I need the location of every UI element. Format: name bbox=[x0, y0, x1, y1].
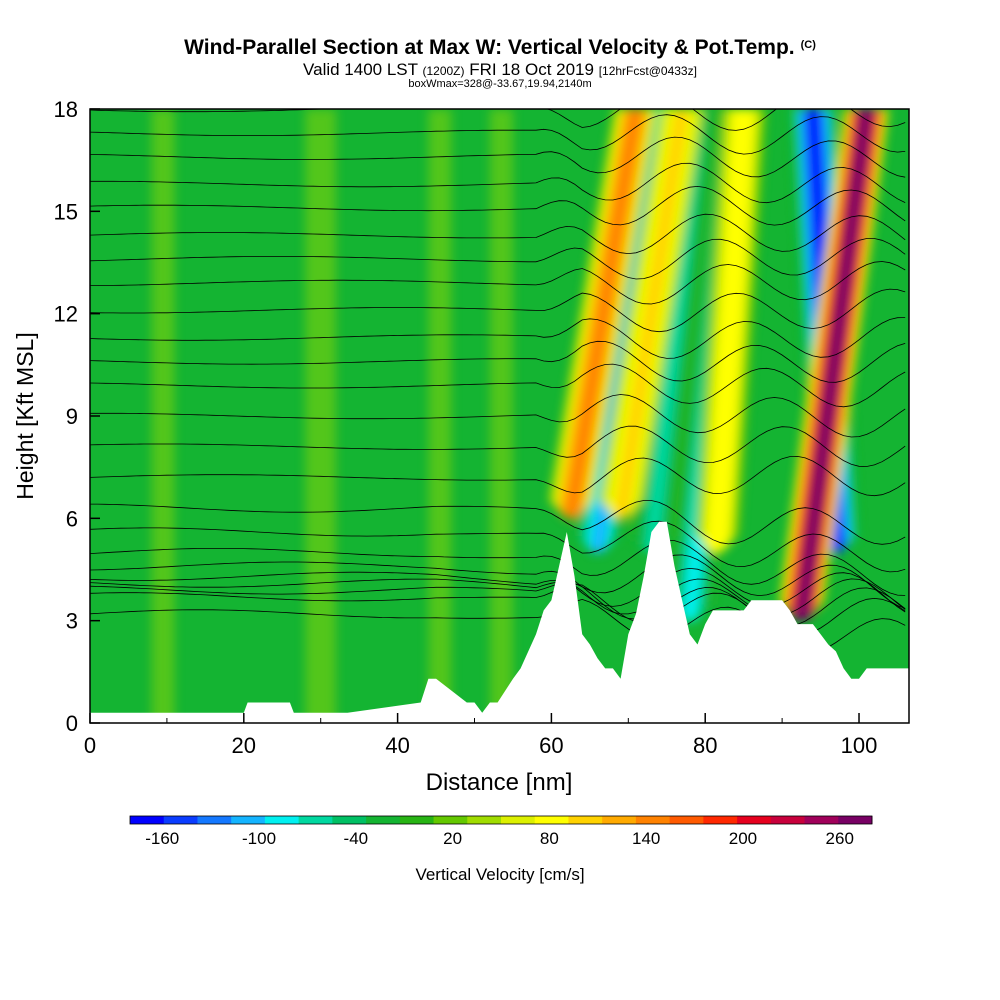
updraft-band bbox=[794, 109, 874, 621]
isentrope-line bbox=[90, 363, 906, 408]
colorbar-swatch bbox=[534, 816, 569, 824]
downdraft-band bbox=[644, 109, 705, 553]
isentrope-line bbox=[90, 455, 906, 497]
colorbar-swatch bbox=[703, 816, 738, 824]
isentrope-line bbox=[90, 317, 906, 359]
colorbar-swatch bbox=[130, 816, 165, 824]
x-axis-label: Distance [nm] bbox=[426, 769, 573, 796]
colorbar-swatch bbox=[433, 816, 468, 824]
isentrope-line bbox=[90, 500, 906, 545]
updraft-band bbox=[710, 109, 751, 553]
isentrope-line bbox=[90, 114, 906, 155]
colorbar-swatch bbox=[770, 816, 806, 824]
colorbar-tick-label: 140 bbox=[632, 829, 660, 848]
y-tick-label: 15 bbox=[54, 199, 78, 224]
x-tick-label: 80 bbox=[693, 733, 717, 758]
colorbar-swatch bbox=[737, 816, 772, 824]
updraft-band bbox=[564, 109, 643, 519]
isentrope-line bbox=[90, 136, 906, 178]
colorbar-tick-label: -160 bbox=[145, 829, 179, 848]
colorbar-swatch bbox=[568, 816, 603, 824]
y-tick-label: 0 bbox=[66, 711, 78, 736]
x-tick-label: 20 bbox=[232, 733, 256, 758]
weak-updraft-stripe bbox=[428, 109, 452, 723]
terrain-mask bbox=[90, 521, 909, 723]
y-tick-label: 9 bbox=[66, 404, 78, 429]
weak-updraft-stripe bbox=[151, 109, 175, 723]
chart-title: Wind-Parallel Section at Max W: Vertical… bbox=[184, 36, 816, 59]
chart-box-info: boxWmax=328@-33.67,19.94,2140m bbox=[408, 78, 592, 90]
y-tick-label: 18 bbox=[54, 97, 78, 122]
colorbar-tick-label: -100 bbox=[242, 829, 276, 848]
updraft-band bbox=[614, 109, 689, 519]
isentrope-line bbox=[90, 340, 906, 383]
colorbar-tick-label: 20 bbox=[443, 829, 462, 848]
terrain-profile bbox=[90, 521, 909, 723]
chart-subtitle: Valid 1400 LST (1200Z) FRI 18 Oct 2019 [… bbox=[303, 60, 697, 79]
isentrope-line bbox=[90, 539, 906, 596]
colorbar-tick-label: 80 bbox=[540, 829, 559, 848]
copyright-mark: (C) bbox=[800, 39, 816, 51]
isentrope-line bbox=[90, 109, 906, 131]
downdraft-band bbox=[591, 109, 658, 553]
y-tick-label: 3 bbox=[66, 609, 78, 634]
colorbar-swatch bbox=[669, 816, 704, 824]
isentrope-line bbox=[90, 261, 906, 305]
colorbar: -160 -100 -40 20 80 140 200 260 bbox=[129, 815, 873, 848]
colorbar-swatch bbox=[298, 816, 333, 824]
isentrope-line bbox=[90, 213, 906, 255]
y-tick-label: 12 bbox=[54, 302, 78, 327]
axes: 0 20 40 60 80 100 0 3 6 9 12 15 18 bbox=[54, 97, 878, 758]
velocity-field bbox=[151, 109, 889, 723]
x-tick-label: 100 bbox=[841, 733, 878, 758]
isentrope-line bbox=[90, 394, 906, 438]
colorbar-swatch bbox=[635, 816, 671, 824]
y-axis-label: Height [Kft MSL] bbox=[12, 332, 38, 499]
isentrope-line bbox=[90, 185, 906, 226]
colorbar-swatch bbox=[467, 816, 502, 824]
colorbar-tick-label: 200 bbox=[729, 829, 757, 848]
x-tick-label: 60 bbox=[539, 733, 563, 758]
x-tick-label: 0 bbox=[84, 733, 96, 758]
isentrope-line bbox=[90, 425, 906, 467]
colorbar-swatch bbox=[366, 816, 401, 824]
colorbar-tick-label: 260 bbox=[826, 829, 854, 848]
colorbar-tick-label: -40 bbox=[344, 829, 369, 848]
colorbar-swatch bbox=[197, 816, 232, 824]
colorbar-swatch bbox=[804, 816, 839, 824]
y-tick-label: 6 bbox=[66, 506, 78, 531]
colorbar-swatch bbox=[231, 816, 266, 824]
isentrope-line bbox=[90, 238, 906, 280]
x-tick-label: 40 bbox=[385, 733, 409, 758]
isentrope-line bbox=[90, 162, 906, 204]
colorbar-swatch bbox=[332, 816, 367, 824]
isentrope-line bbox=[90, 288, 906, 333]
colorbar-frame bbox=[129, 815, 873, 825]
colorbar-swatch bbox=[602, 816, 637, 824]
colorbar-swatch bbox=[163, 816, 198, 824]
colorbar-swatch bbox=[399, 816, 435, 824]
potential-temperature-contours bbox=[90, 109, 906, 653]
isentrope-line bbox=[90, 554, 906, 609]
colorbar-swatch bbox=[838, 816, 873, 824]
isentrope-line bbox=[90, 520, 906, 573]
colorbar-label: Vertical Velocity [cm/s] bbox=[415, 865, 584, 884]
weak-updraft-stripe bbox=[305, 109, 337, 723]
colorbar-swatch bbox=[264, 816, 300, 824]
colorbar-swatch bbox=[501, 816, 536, 824]
